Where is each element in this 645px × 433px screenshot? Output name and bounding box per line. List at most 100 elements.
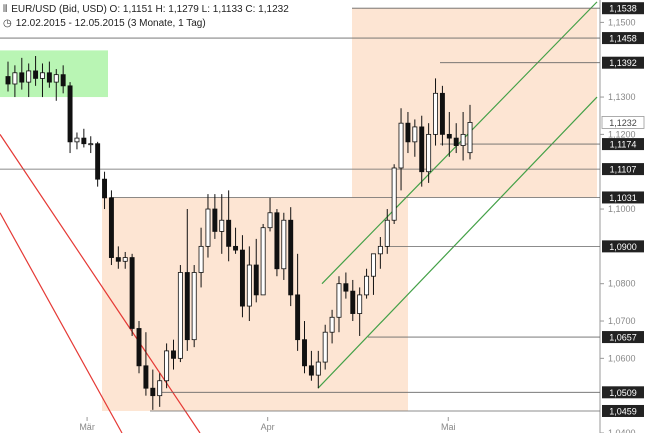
- candle-body: [226, 219, 232, 247]
- candle-body: [350, 290, 356, 314]
- candle-body: [336, 283, 342, 318]
- price-level-tag: [602, 138, 644, 151]
- candle-body: [357, 294, 363, 314]
- price-level-label: 1,0459: [609, 406, 637, 416]
- candle-body: [467, 122, 473, 154]
- candle-body: [274, 212, 280, 270]
- y-tick-label: 1,1000: [608, 204, 636, 214]
- candle-body: [308, 365, 314, 376]
- candle-body: [108, 197, 114, 258]
- candle-body: [88, 143, 94, 146]
- candle-body: [260, 227, 266, 296]
- consolidation-zone-green: [0, 50, 108, 98]
- price-level-label: 1,1392: [609, 58, 637, 68]
- candle-body: [453, 137, 459, 146]
- candle-body: [267, 212, 273, 229]
- current-price-tag: [601, 116, 645, 129]
- price-level-tag: [602, 32, 644, 45]
- candle-body: [343, 283, 349, 292]
- candlestick-icon: ⫴: [3, 4, 8, 15]
- candle-body: [171, 350, 176, 359]
- candle-body: [419, 126, 425, 173]
- candle-body: [67, 85, 73, 143]
- chart-period: ◷ 12.02.2015 - 12.05.2015 (3 Monate, 1 Ta…: [3, 18, 206, 29]
- candle-body: [53, 74, 59, 83]
- price-level-tag: [602, 163, 644, 176]
- candle-body: [157, 380, 163, 397]
- candle-body: [233, 245, 239, 251]
- candle-body: [246, 264, 252, 307]
- x-tick-label: Mai: [441, 422, 456, 432]
- candle-body: [302, 339, 307, 367]
- candle-body: [288, 219, 294, 296]
- price-level-label: 1,1458: [609, 34, 637, 44]
- price-level-tag: [602, 331, 644, 344]
- y-tick-label: 1,1300: [608, 92, 636, 102]
- price-level-label: 1,1538: [609, 4, 637, 14]
- candle-body: [46, 72, 52, 83]
- candle-body: [198, 245, 204, 273]
- candle-body: [239, 249, 245, 307]
- candle-body: [81, 137, 87, 145]
- price-level-label: 1,1107: [610, 165, 637, 175]
- range-zone-upper: [352, 8, 597, 198]
- candle-body: [136, 328, 142, 367]
- candle-body: [143, 365, 149, 389]
- candle-body: [33, 70, 39, 79]
- candle-body: [433, 92, 438, 135]
- current-price-label: 1,1232: [609, 118, 637, 128]
- x-tick-label: Apr: [261, 422, 275, 432]
- y-tick-label: 1,0800: [608, 279, 636, 289]
- candle-body: [370, 253, 376, 277]
- candle-body: [281, 219, 287, 270]
- candle-body: [26, 70, 32, 83]
- candle-body: [60, 74, 66, 87]
- y-tick-label: 1,0700: [608, 316, 636, 326]
- candle-body: [74, 137, 80, 143]
- chart-header: ⫴ EUR/USD (Bid, USD) O: 1,1151 H: 1,1279 …: [3, 4, 289, 15]
- candle-body: [315, 361, 321, 376]
- candle-body: [412, 126, 418, 143]
- price-level-label: 1,0900: [609, 242, 637, 252]
- y-tick-label: 1,0600: [608, 353, 636, 363]
- candle-body: [219, 219, 225, 232]
- candle-body: [439, 92, 445, 135]
- downtrend-line-lower: [0, 212, 123, 433]
- price-level-label: 1,0509: [609, 388, 637, 398]
- price-level-label: 1,1031: [609, 193, 637, 203]
- candle-body: [184, 272, 190, 341]
- candle-body: [102, 178, 108, 199]
- candle-body: [253, 264, 259, 296]
- candle-body: [122, 257, 128, 262]
- candle-body: [460, 133, 466, 146]
- candle-body: [295, 294, 301, 341]
- candle-body: [150, 387, 156, 397]
- candle-body: [40, 72, 45, 79]
- candle-body: [364, 275, 370, 296]
- candle-body: [391, 167, 397, 221]
- price-level-tag: [602, 191, 644, 204]
- x-tick-label: Mär: [79, 422, 95, 432]
- candle-body: [19, 72, 25, 83]
- price-level-tag: [602, 404, 644, 417]
- candle-body: [164, 350, 170, 382]
- price-level-tag: [602, 2, 644, 15]
- price-level-tag: [602, 240, 644, 253]
- candle-body: [377, 245, 383, 255]
- price-level-label: 1,1174: [610, 140, 637, 150]
- candle-body: [5, 76, 11, 85]
- candle-body: [405, 122, 411, 143]
- candle-body: [12, 72, 18, 85]
- uptrend-line-upper: [321, 1, 598, 285]
- y-tick-label: 1,1200: [608, 129, 636, 139]
- candle-body: [384, 219, 390, 247]
- candle-body: [446, 133, 452, 139]
- clock-icon: ◷: [3, 18, 12, 29]
- price-level-label: 1,0657: [609, 333, 637, 343]
- candle-body: [322, 331, 328, 363]
- candle-body: [191, 272, 197, 341]
- candle-body: [398, 122, 404, 169]
- candle-body: [426, 133, 432, 173]
- price-level-tag: [602, 386, 644, 399]
